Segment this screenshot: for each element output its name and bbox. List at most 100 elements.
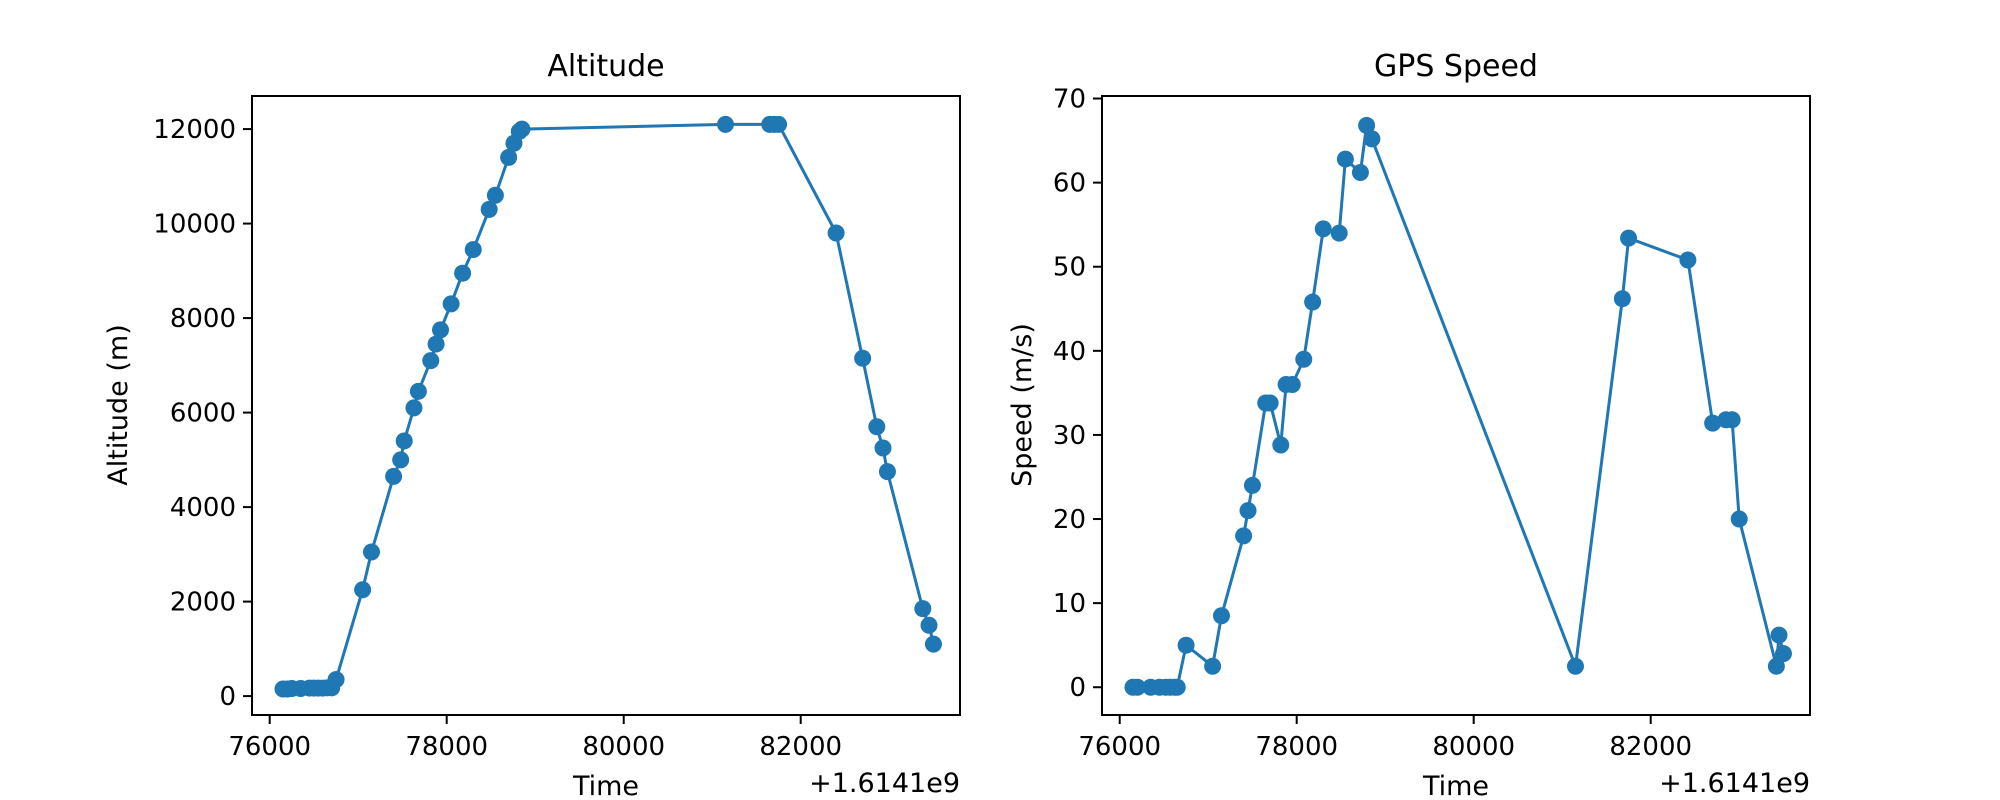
gps-speed-x-axis-label: Time bbox=[1422, 771, 1489, 800]
gps-speed-plot-area bbox=[1124, 116, 1792, 696]
altitude-data-point bbox=[385, 467, 403, 485]
altitude-data-point bbox=[827, 224, 845, 242]
gps-speed-series-line bbox=[1133, 123, 1785, 689]
gps-speed-chart-title: GPS Speed bbox=[1374, 49, 1538, 84]
gps-speed-data-point bbox=[1330, 224, 1348, 242]
gps-speed-y-tick-label: 30 bbox=[1053, 421, 1086, 451]
gps-speed-data-point bbox=[1304, 293, 1322, 311]
altitude-plot-frame bbox=[251, 95, 961, 716]
altitude-plot-area bbox=[274, 115, 942, 698]
gps-speed-data-point bbox=[1770, 626, 1788, 644]
altitude-series-line bbox=[283, 122, 935, 691]
altitude-data-point bbox=[486, 186, 504, 204]
altitude-data-point bbox=[770, 115, 788, 133]
altitude-x-offset-label: +1.6141e9 bbox=[809, 768, 960, 799]
altitude-data-point bbox=[354, 581, 372, 599]
gps-speed-data-point bbox=[1243, 476, 1261, 494]
altitude-chart-title: Altitude bbox=[547, 49, 664, 84]
altitude-data-point bbox=[878, 463, 896, 481]
gps-speed-y-tick-label: 20 bbox=[1053, 505, 1086, 535]
altitude-data-point bbox=[454, 264, 472, 282]
gps-speed-data-point bbox=[1239, 502, 1257, 520]
altitude-data-point bbox=[409, 382, 427, 400]
gps-speed-y-tick-label: 60 bbox=[1053, 169, 1086, 199]
gps-speed-chart: GPS Speed 76000 78000 80000 82000 0 10 20 30 40… bbox=[1007, 49, 1811, 800]
gps-speed-data-point bbox=[1730, 510, 1748, 528]
altitude-x-axis-label: Time bbox=[572, 771, 639, 800]
altitude-data-point bbox=[395, 432, 413, 450]
gps-speed-x-ticks: 76000 78000 80000 82000 bbox=[1078, 715, 1692, 762]
gps-speed-x-tick-label: 78000 bbox=[1255, 732, 1338, 762]
gps-speed-data-point bbox=[1204, 657, 1222, 675]
gps-speed-data-point bbox=[1272, 436, 1290, 454]
altitude-data-point bbox=[464, 241, 482, 259]
gps-speed-data-point bbox=[1679, 251, 1697, 269]
gps-speed-data-point bbox=[1235, 527, 1253, 545]
gps-speed-data-point bbox=[1212, 607, 1230, 625]
altitude-x-tick-label: 82000 bbox=[759, 732, 842, 762]
gps-speed-y-tick-label: 70 bbox=[1053, 85, 1086, 115]
altitude-data-point bbox=[422, 352, 440, 370]
altitude-x-ticks: 76000 78000 80000 82000 bbox=[228, 715, 842, 762]
altitude-data-point bbox=[716, 115, 734, 133]
altitude-data-point bbox=[362, 543, 380, 561]
gps-speed-data-point bbox=[1613, 290, 1631, 308]
gps-speed-x-tick-label: 80000 bbox=[1432, 732, 1515, 762]
altitude-data-point bbox=[874, 439, 892, 457]
gps-speed-y-tick-label: 40 bbox=[1053, 337, 1086, 367]
altitude-data-point bbox=[500, 148, 518, 166]
altitude-y-tick-label: 6000 bbox=[170, 399, 236, 429]
gps-speed-data-point bbox=[1351, 164, 1369, 182]
gps-speed-data-point bbox=[1767, 657, 1785, 675]
gps-speed-data-point bbox=[1177, 636, 1195, 654]
gps-speed-plot-frame bbox=[1101, 95, 1811, 716]
gps-speed-y-axis-label: Speed (m/s) bbox=[1007, 323, 1038, 487]
gps-speed-x-tick-label: 76000 bbox=[1078, 732, 1161, 762]
altitude-chart: Altitude 76000 78000 80000 82000 0 2000 4000 6… bbox=[103, 49, 961, 800]
gps-speed-data-point bbox=[1168, 678, 1186, 696]
altitude-data-point bbox=[868, 418, 886, 436]
altitude-x-tick-label: 80000 bbox=[582, 732, 665, 762]
altitude-data-point bbox=[513, 120, 531, 138]
altitude-y-ticks: 0 2000 4000 6000 8000 10000 12000 bbox=[153, 115, 252, 712]
gps-speed-data-point bbox=[1566, 657, 1584, 675]
gps-speed-data-point bbox=[1774, 645, 1792, 663]
altitude-y-tick-label: 10000 bbox=[153, 210, 236, 240]
altitude-y-axis-label: Altitude (m) bbox=[103, 324, 134, 485]
gps-speed-data-point bbox=[1620, 229, 1638, 247]
gps-speed-data-point bbox=[1704, 414, 1722, 432]
gps-speed-y-tick-label: 0 bbox=[1069, 673, 1086, 703]
altitude-data-point bbox=[924, 635, 942, 653]
altitude-data-point bbox=[854, 349, 872, 367]
altitude-data-point bbox=[405, 399, 423, 417]
altitude-data-point bbox=[432, 321, 450, 339]
gps-speed-y-ticks: 0 10 20 30 40 50 60 70 bbox=[1053, 85, 1102, 703]
altitude-data-point bbox=[442, 295, 460, 313]
gps-speed-data-point bbox=[1723, 411, 1741, 429]
altitude-data-point bbox=[480, 200, 498, 218]
gps-speed-data-point bbox=[1314, 220, 1332, 238]
gps-speed-data-point bbox=[1336, 150, 1354, 168]
altitude-data-point bbox=[914, 600, 932, 618]
altitude-y-tick-label: 2000 bbox=[170, 588, 236, 618]
altitude-data-point bbox=[327, 671, 345, 689]
altitude-y-tick-label: 12000 bbox=[153, 115, 236, 145]
gps-speed-data-point bbox=[1283, 375, 1301, 393]
altitude-x-tick-label: 76000 bbox=[228, 732, 311, 762]
altitude-y-tick-label: 0 bbox=[219, 682, 236, 712]
gps-speed-y-tick-label: 50 bbox=[1053, 253, 1086, 283]
gps-speed-y-tick-label: 10 bbox=[1053, 589, 1086, 619]
gps-speed-data-point bbox=[1295, 350, 1313, 368]
altitude-x-tick-label: 78000 bbox=[405, 732, 488, 762]
altitude-y-tick-label: 8000 bbox=[170, 304, 236, 334]
altitude-data-point bbox=[920, 616, 938, 634]
gps-speed-data-point bbox=[1363, 130, 1381, 148]
gps-speed-data-point bbox=[1358, 116, 1376, 134]
altitude-data-point bbox=[427, 335, 445, 353]
gps-speed-data-point bbox=[1261, 394, 1279, 412]
gps-speed-x-tick-label: 82000 bbox=[1609, 732, 1692, 762]
altitude-y-tick-label: 4000 bbox=[170, 493, 236, 523]
gps-speed-data-point bbox=[1128, 678, 1146, 696]
altitude-data-point bbox=[392, 451, 410, 469]
